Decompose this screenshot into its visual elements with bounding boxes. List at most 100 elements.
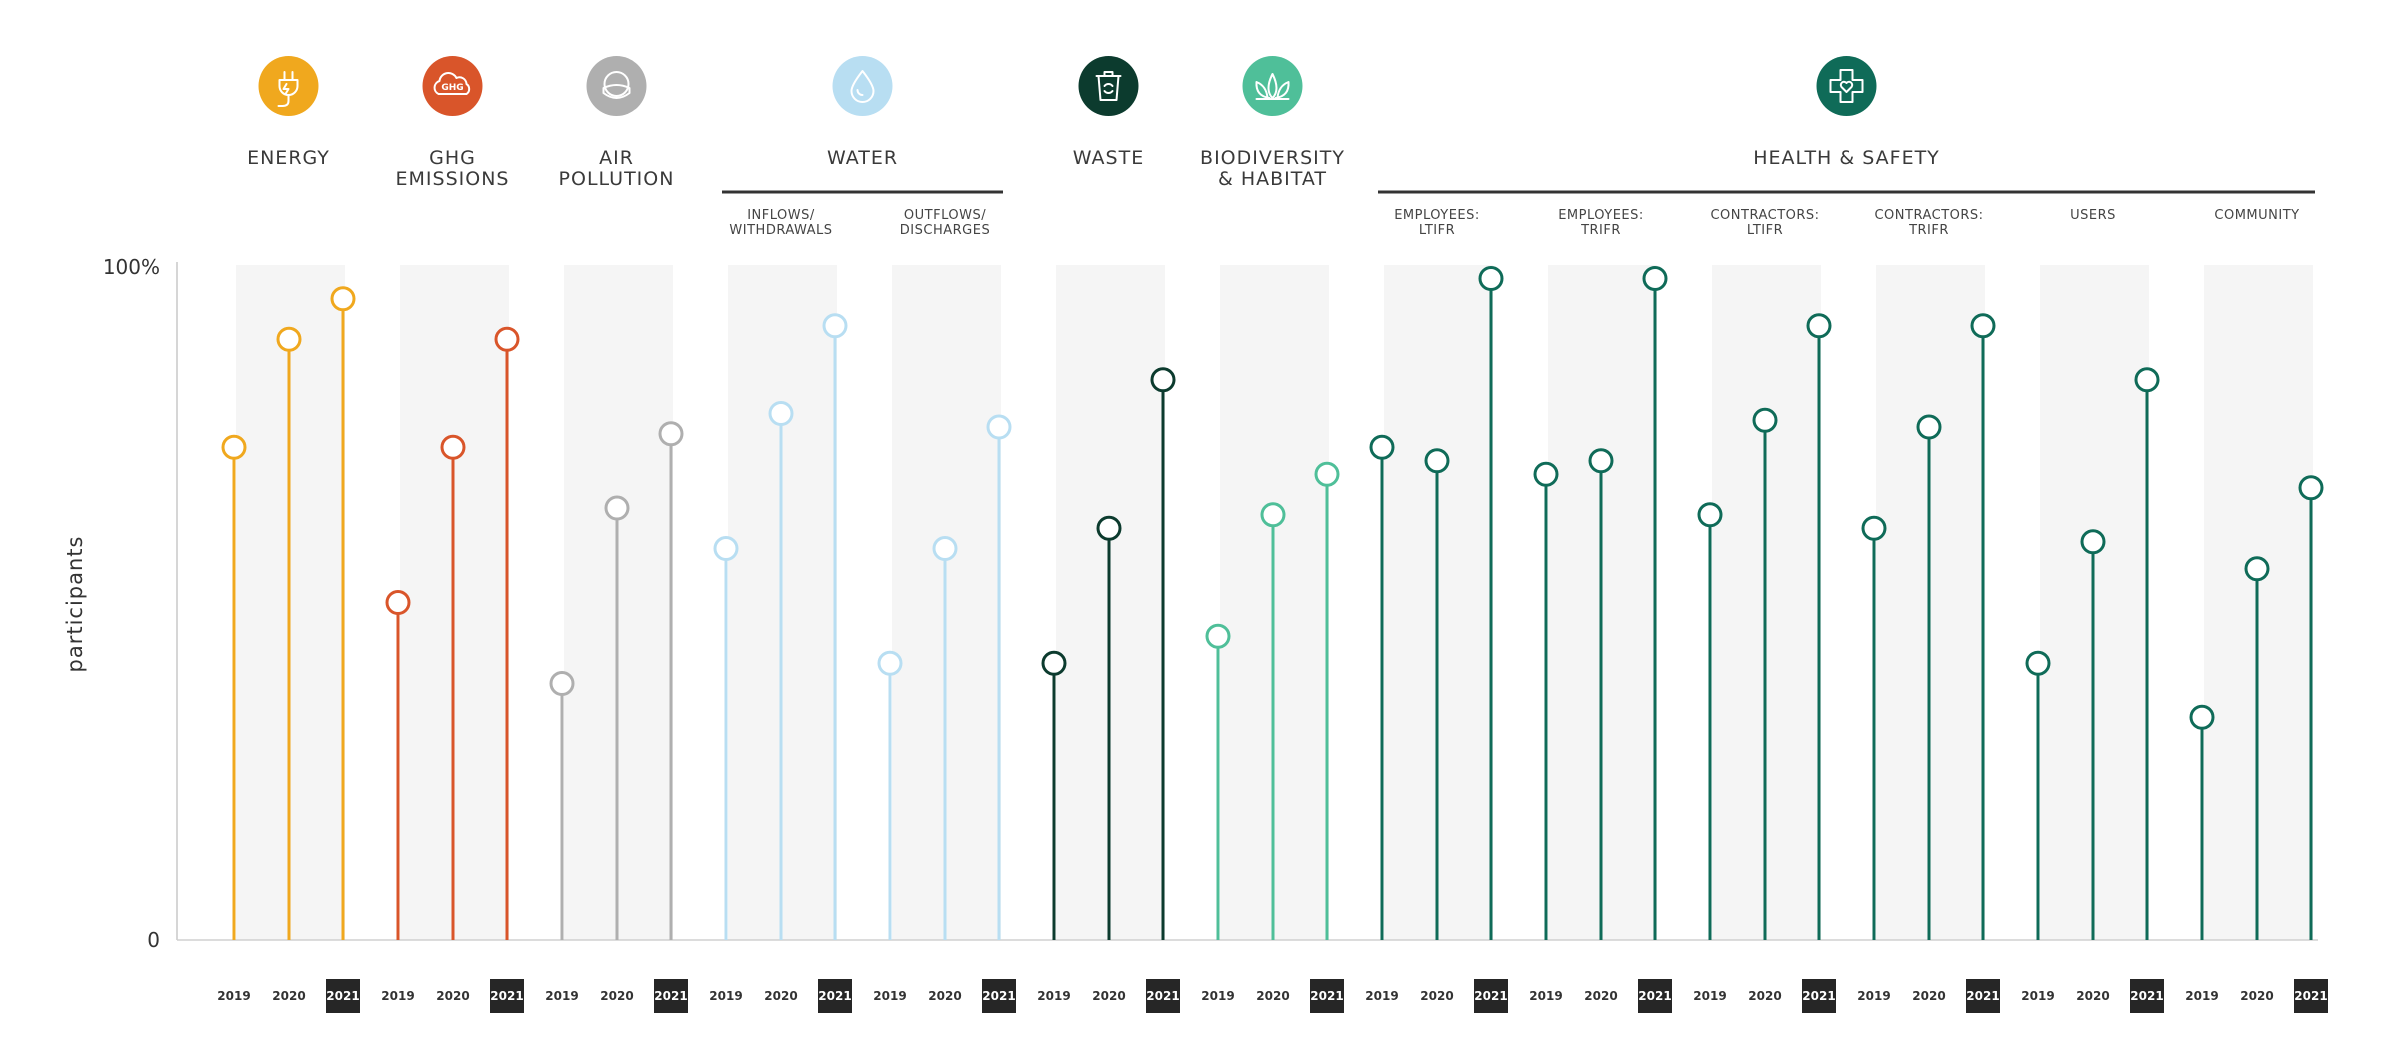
category-label: HEALTH & SAFETY [1753, 147, 1940, 169]
year-label: 2020 [1912, 989, 1945, 1003]
lollipop-point [932, 536, 958, 561]
lollipop-2020 [440, 434, 466, 940]
lollipop-point [2025, 650, 2051, 676]
lollipop-point [1150, 367, 1176, 393]
highlight-year-box [2130, 979, 2164, 1013]
year-label: 2021 [1638, 989, 1671, 1003]
lollipop-point [549, 671, 575, 696]
year-label: 2021 [1474, 989, 1507, 1003]
lollipop-2019 [1205, 623, 1231, 940]
lollipop-point [2080, 529, 2106, 555]
year-label: 2021 [1802, 989, 1835, 1003]
year-label: 2020 [2240, 989, 2273, 1003]
lollipop-2020 [768, 401, 794, 940]
lollipop-2019 [2025, 650, 2051, 940]
icon-badge [422, 56, 483, 116]
icon-badge [1816, 56, 1877, 116]
category-label: AIR [599, 147, 634, 169]
sub-category-label: COMMUNITY [2214, 208, 2299, 223]
lollipop-2021 [1150, 367, 1176, 940]
lollipop-2021 [2298, 475, 2324, 940]
lollipop-2019 [877, 650, 903, 940]
year-label: 2019 [545, 989, 578, 1003]
lollipop-2020 [604, 495, 630, 940]
lollipop-point [986, 414, 1012, 440]
year-label: 2021 [982, 989, 1015, 1003]
ghg-cloud-icon [422, 56, 483, 116]
highlight-year-box [654, 979, 688, 1013]
lollipop-point [1916, 414, 1942, 440]
lollipop-point [330, 286, 356, 312]
highlight-year-box [982, 979, 1016, 1013]
lollipop-2020 [276, 326, 302, 940]
lollipop-point [276, 326, 302, 352]
highlight-year-box [1638, 979, 1672, 1013]
year-label: 2020 [2076, 989, 2109, 1003]
lollipop-point [1096, 515, 1122, 541]
year-label: 2020 [928, 989, 961, 1003]
lollipop-2021 [986, 414, 1012, 940]
sub-category-label: CONTRACTORS: [1874, 208, 1983, 223]
category-label: EMISSIONS [396, 168, 510, 190]
lollipop-point [1806, 313, 1832, 339]
lollipop-point [1314, 461, 1340, 487]
icon-badge [832, 56, 893, 116]
lollipop-marks [221, 266, 2324, 940]
category-label: GHG [429, 147, 476, 169]
lollipop-2020 [1096, 515, 1122, 940]
year-label: 2019 [1037, 989, 1070, 1003]
category-label: & HABITAT [1218, 168, 1327, 190]
highlight-year-box [818, 979, 852, 1013]
year-label: 2021 [1310, 989, 1343, 1003]
category-header: BIODIVERSITY& HABITAT [1200, 56, 1344, 190]
biodiversity-leaf-icon [1242, 56, 1303, 116]
icon-badge [258, 56, 319, 116]
year-label: 2021 [2294, 989, 2327, 1003]
lollipop-2019 [549, 671, 575, 940]
year-label: 2019 [1365, 989, 1398, 1003]
year-label: 2019 [873, 989, 906, 1003]
year-label: 2020 [1420, 989, 1453, 1003]
lollipop-2021 [1314, 461, 1340, 940]
sub-category-label: LTIFR [1747, 223, 1783, 238]
lollipop-2019 [2189, 704, 2215, 940]
year-label: 2019 [709, 989, 742, 1003]
lollipop-point [1642, 266, 1668, 291]
sub-category-label: INFLOWS/ [747, 208, 815, 223]
lollipop-point [822, 313, 848, 339]
icon-badge [1242, 56, 1303, 116]
year-labels: 2019 2020 2021 2019 2020 2021 2019 2020 2021 2019… [217, 979, 2328, 1013]
lollipop-2019 [713, 536, 739, 940]
sub-category-label: WITHDRAWALS [729, 223, 832, 238]
year-label: 2020 [1748, 989, 1781, 1003]
lollipop-point [768, 401, 794, 426]
lollipop-point [2298, 475, 2324, 501]
lollipop-point [877, 650, 903, 676]
lollipop-2019 [1697, 502, 1723, 940]
lollipop-2021 [1478, 266, 1504, 940]
lollipop-point [658, 421, 684, 447]
category-label: ENERGY [247, 147, 330, 169]
ghg-icon-lettering: GHG [441, 83, 463, 93]
air-mask-icon [586, 56, 647, 116]
lollipop-point [1205, 623, 1231, 649]
year-label: 2020 [1584, 989, 1617, 1003]
category-label: POLLUTION [559, 168, 675, 190]
lollipop-point [1369, 434, 1395, 460]
lollipop-point [1478, 266, 1504, 291]
sub-category-label: EMPLOYEES: [1394, 208, 1480, 223]
category-label: WASTE [1073, 147, 1144, 169]
year-label: 2020 [764, 989, 797, 1003]
y-axis-title: participants [63, 536, 87, 673]
lollipop-2021 [2134, 367, 2160, 940]
highlight-year-box [2294, 979, 2328, 1013]
lollipop-2019 [1533, 461, 1559, 940]
year-label: 2021 [1966, 989, 1999, 1003]
category-header: WASTE [1073, 56, 1144, 169]
sub-category-label: LTIFR [1419, 223, 1455, 238]
lollipop-point [1424, 448, 1450, 474]
category-label: WATER [827, 147, 898, 169]
year-label: 2020 [600, 989, 633, 1003]
lollipop-2020 [1916, 414, 1942, 940]
